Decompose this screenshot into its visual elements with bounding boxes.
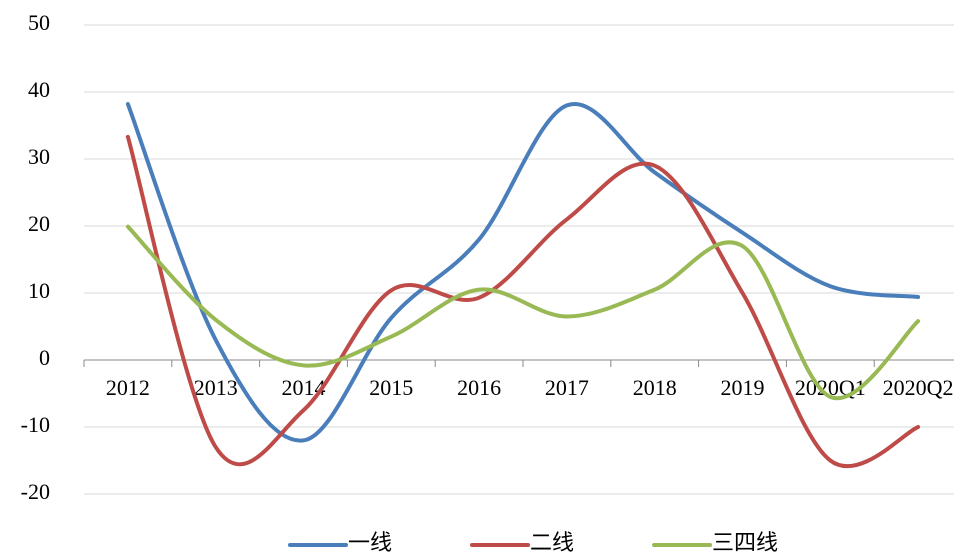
y-tick-label: -10: [21, 412, 50, 437]
y-tick-label: 10: [28, 278, 50, 303]
series-line: [125, 134, 921, 469]
legend-label: 一线: [348, 530, 392, 555]
x-tick-label: 2015: [369, 375, 413, 400]
x-tick-label: 2013: [194, 375, 238, 400]
x-tick-label: 2020Q2: [883, 375, 954, 400]
x-tick-label: 2019: [721, 375, 765, 400]
y-tick-label: 30: [28, 144, 50, 169]
x-tick-label: 2018: [633, 375, 677, 400]
x-tick-label: 2014: [282, 375, 326, 400]
legend-label: 二线: [530, 530, 574, 555]
x-tick-label: 2017: [545, 375, 589, 400]
y-tick-label: -20: [21, 479, 50, 504]
y-tick-label: 50: [28, 10, 50, 35]
x-tick-label: 2012: [106, 375, 150, 400]
x-tick-label: 2016: [457, 375, 501, 400]
series-line: [125, 101, 921, 443]
legend-label: 三四线: [712, 530, 778, 555]
y-tick-label: 40: [28, 77, 50, 102]
y-tick-label: 0: [39, 345, 50, 370]
series-line: [125, 224, 921, 401]
y-tick-label: 20: [28, 211, 50, 236]
